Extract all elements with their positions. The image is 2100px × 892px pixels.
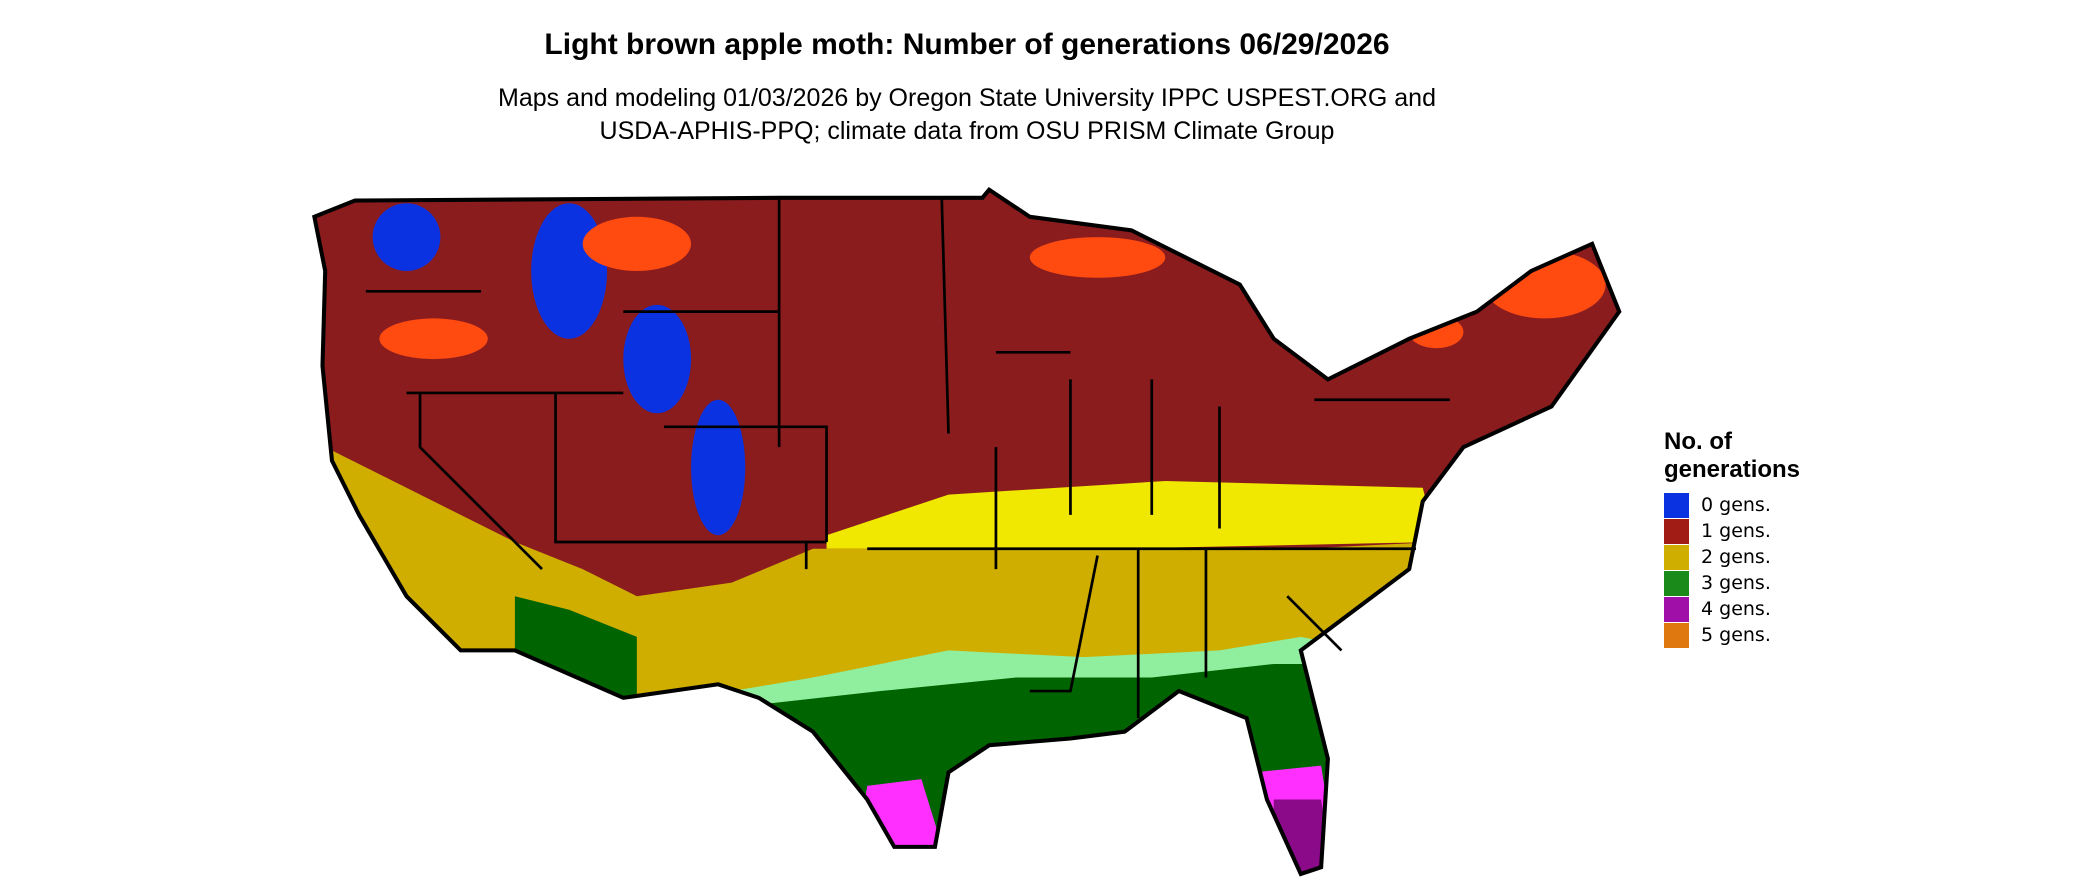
legend-item: 2 gens. [1664,544,1824,570]
legend-label: 3 gens. [1701,572,1771,594]
legend-item: 4 gens. [1664,596,1824,622]
legend-item: 3 gens. [1664,570,1824,596]
legend-swatch [1664,596,1689,622]
legend-label: 4 gens. [1701,598,1771,620]
legend-swatch [1664,518,1689,544]
legend-swatch [1664,570,1689,596]
subtitle: Maps and modeling 01/03/2026 by Oregon S… [498,84,1436,112]
legend-label: 2 gens. [1701,546,1771,568]
map-body [298,176,1639,892]
legend: No. of generations 0 gens. 1 gens. 2 gens.… [1664,428,1824,648]
title: Light brown apple moth: Number of genera… [544,28,1390,61]
legend-swatch [1664,492,1689,518]
legend-swatch [1664,622,1689,648]
legend-item: 5 gens. [1664,622,1824,648]
legend-label: 1 gens. [1701,520,1771,542]
subtitle: USDA-APHIS-PPQ; climate data from OSU PR… [599,117,1335,145]
legend-item: 0 gens. [1664,492,1824,518]
legend-label: 0 gens. [1701,494,1771,516]
legend-items: 0 gens. 1 gens. 2 gens. 3 gens. 4 gens. 5 gen… [1664,492,1824,648]
legend-swatch [1664,544,1689,570]
legend-title: No. of generations [1664,428,1801,483]
legend-item: 1 gens. [1664,518,1824,544]
map [0,0,1660,892]
legend-label: 5 gens. [1701,624,1771,646]
